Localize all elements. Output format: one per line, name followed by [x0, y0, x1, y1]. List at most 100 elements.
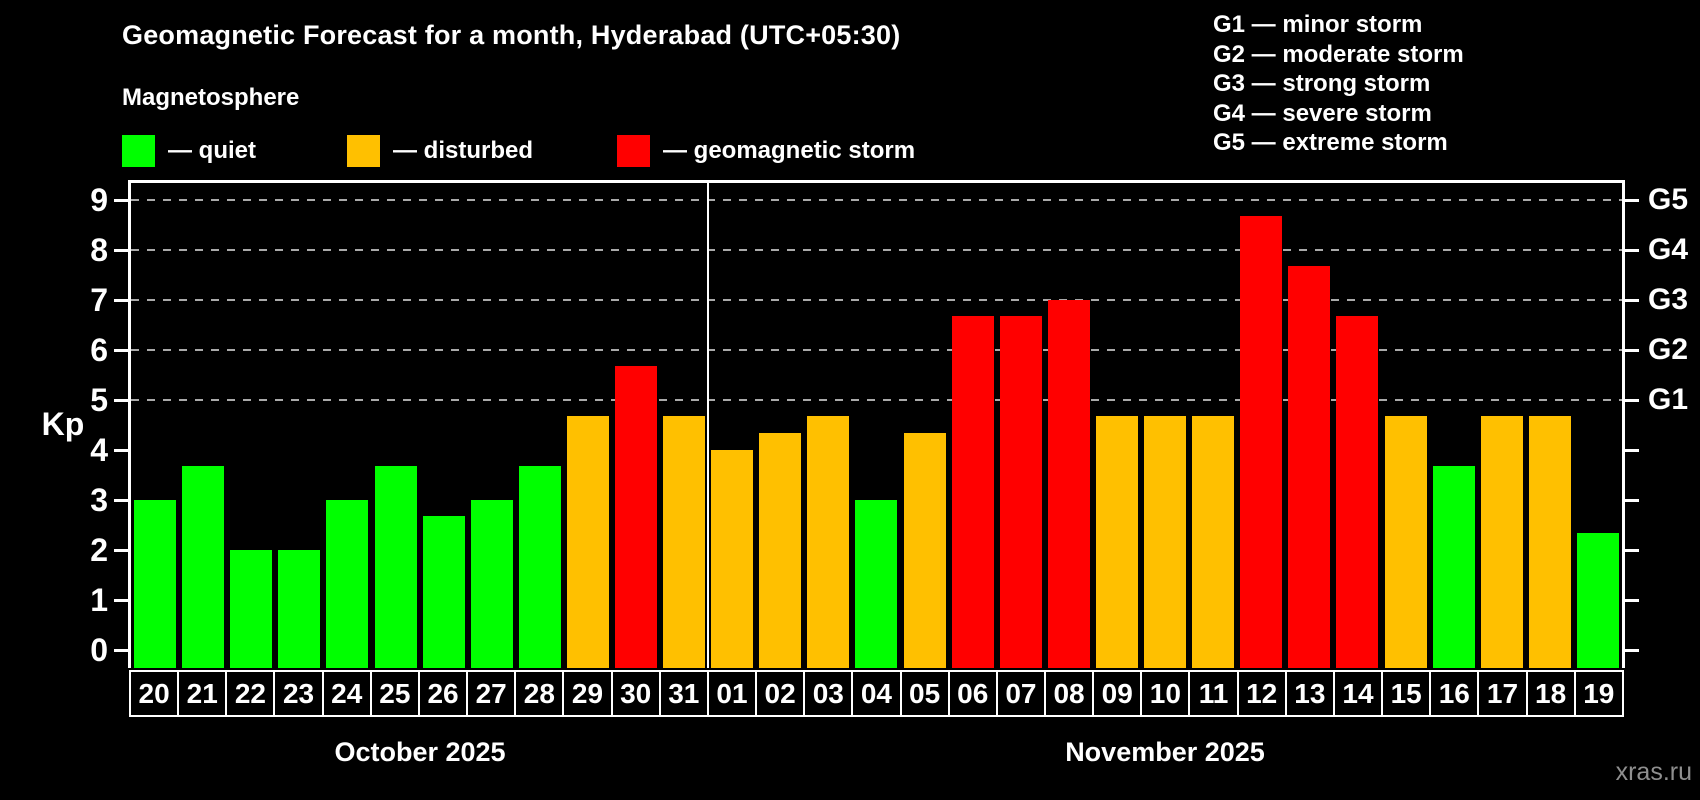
right-tick-kp2 [1625, 549, 1639, 552]
left-tick-kp5 [114, 399, 128, 402]
kp-bar-30 [615, 366, 657, 668]
plot-frame-left [128, 180, 131, 668]
kp-bar-19 [1577, 533, 1619, 668]
legend-label-storm: — geomagnetic storm [663, 137, 916, 164]
kp-bar-13 [1288, 266, 1330, 668]
kp-bar-23 [278, 550, 320, 668]
plot-area [131, 183, 1622, 668]
y-axis-label-2: 2 [90, 532, 108, 568]
day-label-09: 09 [1094, 672, 1143, 715]
day-label-23: 23 [275, 672, 324, 715]
left-tick-kp0 [114, 649, 128, 652]
right-tick-kp4 [1625, 449, 1639, 452]
right-axis-label-G5: G5 [1648, 183, 1689, 216]
month-label-right: November 2025 [1065, 737, 1265, 767]
y-axis-label-5: 5 [90, 382, 108, 418]
disturbed-color-swatch [347, 135, 380, 167]
day-label-15: 15 [1383, 672, 1432, 715]
kp-bar-01 [711, 450, 753, 668]
kp-bar-08 [1048, 300, 1090, 668]
kp-bar-29 [567, 416, 609, 668]
left-tick-kp4 [114, 449, 128, 452]
gridline-kp5 [131, 399, 1622, 401]
y-axis-label-1: 1 [90, 582, 108, 618]
g3-legend-line: G3 — strong storm [1213, 70, 1431, 98]
right-tick-kp3 [1625, 499, 1639, 502]
legend-label-quiet: — quiet [168, 137, 256, 164]
day-label-16: 16 [1431, 672, 1480, 715]
left-tick-kp3 [114, 499, 128, 502]
right-tick-kp8 [1625, 249, 1639, 252]
kp-bar-27 [471, 500, 513, 668]
y-axis-label-9: 9 [90, 182, 108, 218]
day-label-04: 04 [853, 672, 902, 715]
day-label-06: 06 [950, 672, 998, 715]
day-label-05: 05 [902, 672, 950, 715]
y-axis-label-4: 4 [90, 432, 108, 468]
right-tick-kp9 [1625, 199, 1639, 202]
right-tick-kp6 [1625, 349, 1639, 352]
kp-bar-25 [375, 466, 417, 668]
month-separator [707, 183, 709, 668]
kp-bar-20 [134, 500, 176, 668]
day-label-26: 26 [420, 672, 469, 715]
g4-legend-line: G4 — severe storm [1213, 99, 1432, 127]
day-label-25: 25 [372, 672, 420, 715]
kp-bar-10 [1144, 416, 1186, 668]
gridline-kp8 [131, 249, 1622, 251]
day-label-24: 24 [324, 672, 372, 715]
right-axis-label-G2: G2 [1648, 333, 1689, 366]
day-label-08: 08 [1046, 672, 1095, 715]
y-axis-label-8: 8 [90, 232, 108, 268]
g2-legend-line: G2 — moderate storm [1213, 40, 1464, 68]
gridline-kp7 [131, 299, 1622, 301]
day-label-18: 18 [1528, 672, 1576, 715]
watermark: xras.ru [1615, 758, 1692, 786]
day-label-03: 03 [805, 672, 854, 715]
kp-bar-04 [855, 500, 897, 668]
y-axis-title: Kp [41, 406, 85, 442]
kp-bar-06 [952, 316, 994, 668]
kp-bar-18 [1529, 416, 1571, 668]
kp-bar-31 [663, 416, 705, 668]
day-label-22: 22 [227, 672, 276, 715]
g-scale-legend: G1 — minor storm G2 — moderate storm G3 … [1213, 10, 1464, 158]
kp-bar-05 [904, 433, 946, 668]
kp-bar-12 [1240, 216, 1282, 668]
kp-bar-26 [423, 516, 465, 668]
day-label-27: 27 [468, 672, 517, 715]
day-label-02: 02 [757, 672, 806, 715]
legend-item-disturbed: — disturbed [347, 135, 533, 167]
g5-legend-line: G5 — extreme storm [1213, 129, 1448, 157]
right-tick-kp1 [1625, 599, 1639, 602]
quiet-color-swatch [122, 135, 155, 167]
kp-bar-11 [1192, 416, 1234, 668]
kp-bar-07 [1000, 316, 1042, 668]
left-tick-kp6 [114, 349, 128, 352]
day-label-17: 17 [1479, 672, 1528, 715]
day-label-21: 21 [179, 672, 228, 715]
kp-bar-21 [182, 466, 224, 668]
kp-bar-03 [807, 416, 849, 668]
kp-bar-22 [230, 550, 272, 668]
y-axis-label-7: 7 [90, 282, 108, 318]
legend-item-quiet: — quiet [122, 135, 256, 167]
month-label-left: October 2025 [334, 737, 506, 767]
day-label-14: 14 [1335, 672, 1384, 715]
chart-title: Geomagnetic Forecast for a month, Hydera… [122, 20, 901, 50]
day-label-01: 01 [709, 672, 758, 715]
day-label-31: 31 [661, 672, 709, 715]
gridline-kp9 [131, 199, 1622, 201]
left-tick-kp1 [114, 599, 128, 602]
legend-item-storm: — geomagnetic storm [617, 135, 915, 167]
left-tick-kp8 [114, 249, 128, 252]
day-label-13: 13 [1287, 672, 1335, 715]
kp-bar-16 [1433, 466, 1475, 668]
day-label-19: 19 [1583, 677, 1615, 709]
kp-bar-02 [759, 433, 801, 668]
kp-bar-15 [1385, 416, 1427, 668]
left-tick-kp2 [114, 549, 128, 552]
kp-bar-28 [519, 466, 561, 668]
kp-bar-09 [1096, 416, 1138, 668]
